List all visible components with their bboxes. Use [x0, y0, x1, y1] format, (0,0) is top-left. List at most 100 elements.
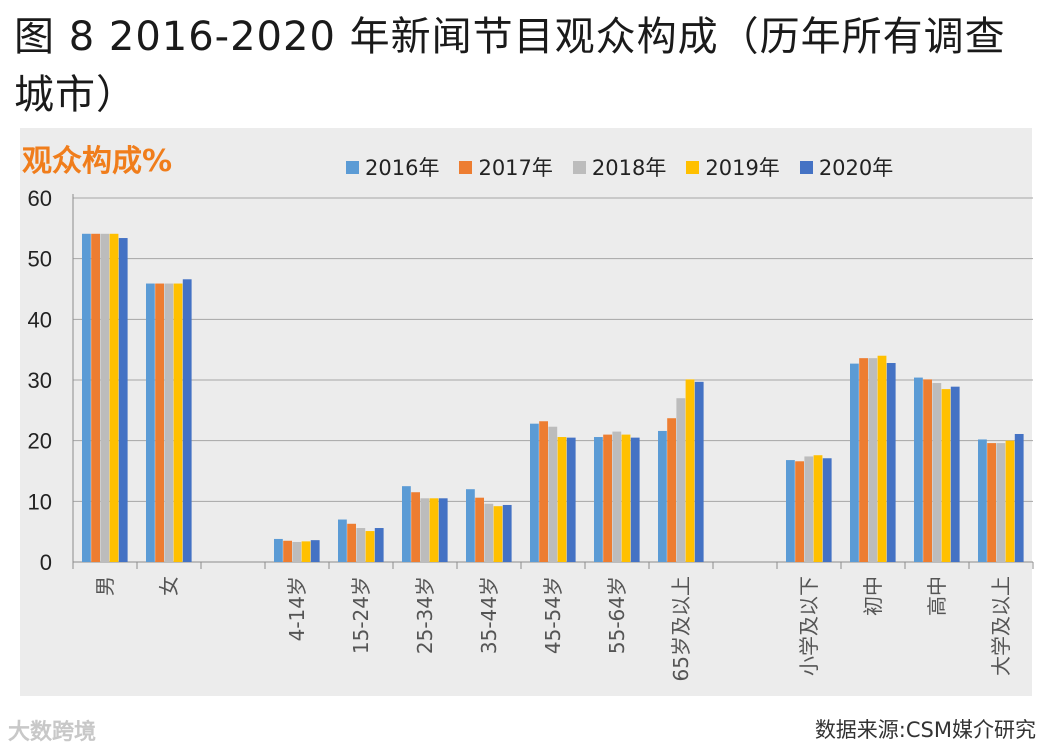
bar — [868, 358, 878, 562]
bar — [420, 498, 430, 562]
bar — [347, 523, 356, 562]
legend-swatch — [686, 160, 700, 174]
bar — [676, 398, 686, 562]
x-tick-label: 55-64岁 — [605, 576, 629, 654]
bar — [594, 437, 603, 562]
bar — [402, 486, 411, 562]
bar — [850, 363, 859, 562]
bar — [310, 540, 320, 562]
x-tick-label: 35-44岁 — [477, 576, 501, 654]
bar — [667, 418, 676, 562]
bar — [429, 498, 439, 562]
bar — [539, 421, 548, 562]
bar — [155, 283, 164, 562]
bar — [109, 233, 119, 563]
x-tick-label: 大学及以上 — [989, 576, 1013, 676]
y-tick-label: 0 — [40, 550, 52, 575]
y-tick-label: 30 — [28, 368, 52, 393]
bar — [557, 437, 567, 562]
bar — [466, 489, 475, 562]
y-tick-label: 10 — [28, 489, 52, 514]
legend-swatch — [459, 160, 473, 174]
legend-item: 2019年 — [686, 152, 780, 182]
bar — [877, 355, 887, 562]
bar — [292, 541, 302, 562]
bar — [164, 283, 174, 562]
bar — [548, 426, 558, 562]
legend-item: 2018年 — [572, 152, 667, 182]
bar — [301, 541, 311, 562]
bar — [658, 430, 667, 562]
x-tick-label: 高中 — [925, 576, 949, 616]
bar — [1014, 433, 1024, 562]
x-tick-label: 女 — [157, 576, 181, 596]
legend-swatch — [572, 160, 586, 174]
x-tick-label: 男 — [93, 576, 117, 596]
x-tick-label: 小学及以下 — [797, 576, 821, 676]
bar — [566, 437, 576, 562]
bar — [914, 377, 923, 562]
bar — [173, 283, 183, 562]
bar — [274, 538, 283, 562]
bar — [786, 460, 795, 562]
bar — [859, 358, 868, 562]
legend-swatch — [799, 160, 813, 174]
bar — [685, 379, 695, 562]
x-tick-label: 45-54岁 — [541, 576, 565, 654]
y-tick-label: 40 — [28, 307, 52, 332]
bar — [804, 456, 814, 562]
x-tick-label: 25-34岁 — [413, 576, 437, 654]
y-tick-label: 60 — [28, 186, 52, 211]
source-note: 数据来源:CSM媒介研究 — [814, 718, 1036, 742]
bar — [621, 434, 631, 562]
bar — [118, 238, 128, 563]
legend-swatch — [346, 160, 359, 174]
bar — [923, 379, 932, 562]
bar — [493, 506, 503, 562]
bar — [603, 434, 612, 562]
bar — [941, 389, 951, 562]
bar — [411, 492, 420, 562]
bar — [822, 458, 832, 562]
bar — [283, 540, 292, 562]
bar — [182, 279, 192, 562]
bar — [694, 381, 704, 562]
bar — [978, 439, 987, 562]
bar — [612, 431, 622, 562]
bar — [987, 443, 996, 562]
legend-item: 2016年 — [346, 152, 439, 182]
legend-label: 2019年 — [705, 156, 780, 180]
bar — [91, 233, 100, 563]
bar — [813, 455, 823, 562]
legend-label: 2020年 — [818, 156, 894, 180]
bar — [82, 233, 91, 563]
legend: 2016年 2017年 2018年 2019年 2020年 — [346, 152, 893, 182]
legend-label: 2016年 — [365, 156, 440, 180]
bar — [502, 504, 512, 562]
bar — [374, 528, 384, 562]
bar — [484, 503, 494, 562]
x-tick-label: 4-14岁 — [285, 576, 309, 641]
bar — [356, 528, 366, 562]
bar — [475, 497, 484, 562]
legend-label: 2017年 — [478, 156, 553, 180]
bar — [886, 363, 896, 562]
bar — [795, 461, 804, 562]
legend-label: 2018年 — [591, 156, 667, 180]
x-tick-label: 65岁及以上 — [669, 576, 693, 681]
x-tick-label: 初中 — [861, 576, 885, 616]
x-tick-label: 15-24岁 — [349, 576, 373, 654]
legend-item: 2020年 — [799, 152, 894, 182]
bar — [932, 383, 942, 562]
bar — [630, 437, 640, 562]
bar — [338, 519, 347, 562]
legend-item: 2017年 — [459, 152, 553, 182]
chart-title: 图 8 2016-2020 年新闻节目观众构成（历年所有调查城市） — [14, 14, 1006, 118]
bar — [100, 233, 110, 563]
bar — [146, 283, 155, 562]
bar — [950, 386, 960, 562]
y-axis-label: 观众构成% — [22, 144, 173, 179]
y-tick-label: 20 — [28, 429, 52, 454]
y-tick-label: 50 — [28, 247, 52, 272]
